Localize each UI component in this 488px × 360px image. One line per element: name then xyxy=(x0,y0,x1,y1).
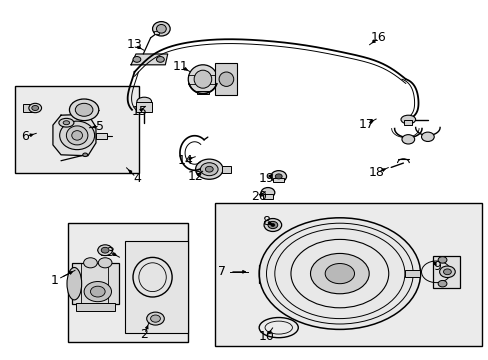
Text: 8: 8 xyxy=(262,215,270,228)
Ellipse shape xyxy=(443,269,450,275)
Bar xyxy=(23,104,34,112)
Ellipse shape xyxy=(188,65,217,94)
Text: 17: 17 xyxy=(358,118,374,131)
Ellipse shape xyxy=(264,219,281,231)
Ellipse shape xyxy=(275,174,282,179)
Ellipse shape xyxy=(101,247,109,253)
Bar xyxy=(404,120,411,125)
Ellipse shape xyxy=(72,131,82,140)
Ellipse shape xyxy=(63,121,69,125)
Text: 16: 16 xyxy=(370,31,386,44)
Ellipse shape xyxy=(156,24,166,33)
Text: 15: 15 xyxy=(131,105,147,118)
Ellipse shape xyxy=(156,57,164,62)
Text: 1: 1 xyxy=(51,274,59,287)
Ellipse shape xyxy=(98,245,112,256)
Ellipse shape xyxy=(84,282,111,302)
Ellipse shape xyxy=(66,126,88,145)
Bar xyxy=(15,86,139,173)
Text: 19: 19 xyxy=(258,172,274,185)
Bar xyxy=(68,223,188,342)
Text: 2: 2 xyxy=(140,328,148,341)
Text: 4: 4 xyxy=(133,172,141,185)
Ellipse shape xyxy=(195,159,223,179)
Bar xyxy=(136,102,152,112)
Text: 9: 9 xyxy=(433,260,441,273)
Text: 10: 10 xyxy=(258,330,274,343)
Ellipse shape xyxy=(219,72,233,86)
Text: 5: 5 xyxy=(96,120,104,132)
Ellipse shape xyxy=(60,121,95,150)
Ellipse shape xyxy=(310,253,368,294)
Ellipse shape xyxy=(32,105,39,111)
Bar xyxy=(404,270,419,277)
Bar xyxy=(76,303,115,311)
Ellipse shape xyxy=(59,118,74,127)
Ellipse shape xyxy=(194,70,211,88)
Ellipse shape xyxy=(401,135,414,144)
Ellipse shape xyxy=(261,188,274,198)
Ellipse shape xyxy=(270,171,286,182)
Text: 20: 20 xyxy=(251,190,266,203)
Bar xyxy=(124,241,188,333)
Ellipse shape xyxy=(146,312,164,325)
Ellipse shape xyxy=(325,264,354,284)
Text: 18: 18 xyxy=(368,166,384,179)
Ellipse shape xyxy=(82,153,87,157)
Ellipse shape xyxy=(69,99,99,121)
Ellipse shape xyxy=(421,132,433,141)
Ellipse shape xyxy=(67,267,81,300)
Text: 13: 13 xyxy=(126,39,142,51)
Text: 3: 3 xyxy=(106,246,114,258)
Bar xyxy=(215,63,237,95)
Text: 7: 7 xyxy=(218,265,226,278)
Ellipse shape xyxy=(98,258,112,268)
Ellipse shape xyxy=(437,257,446,263)
Text: 11: 11 xyxy=(173,60,188,73)
Bar xyxy=(272,178,283,182)
Ellipse shape xyxy=(150,315,160,322)
Text: 12: 12 xyxy=(187,170,203,183)
Polygon shape xyxy=(53,114,96,156)
Ellipse shape xyxy=(267,221,277,229)
Ellipse shape xyxy=(133,57,141,62)
Bar xyxy=(432,256,459,288)
Ellipse shape xyxy=(83,258,97,268)
Ellipse shape xyxy=(137,97,151,106)
Bar xyxy=(263,194,272,199)
Ellipse shape xyxy=(205,166,213,172)
Bar xyxy=(153,31,159,34)
Bar xyxy=(72,263,119,304)
Ellipse shape xyxy=(90,286,105,297)
Ellipse shape xyxy=(152,22,170,36)
Ellipse shape xyxy=(437,280,446,287)
Bar xyxy=(197,91,208,94)
Ellipse shape xyxy=(400,115,415,124)
Ellipse shape xyxy=(259,218,420,329)
Ellipse shape xyxy=(75,103,93,116)
Ellipse shape xyxy=(29,103,41,113)
Ellipse shape xyxy=(270,224,274,226)
Bar xyxy=(215,203,481,346)
Ellipse shape xyxy=(200,163,218,176)
Text: 14: 14 xyxy=(178,154,193,167)
Bar xyxy=(221,166,231,173)
Bar xyxy=(96,133,107,139)
Text: 6: 6 xyxy=(21,130,29,143)
Polygon shape xyxy=(131,54,167,65)
Ellipse shape xyxy=(439,266,454,278)
